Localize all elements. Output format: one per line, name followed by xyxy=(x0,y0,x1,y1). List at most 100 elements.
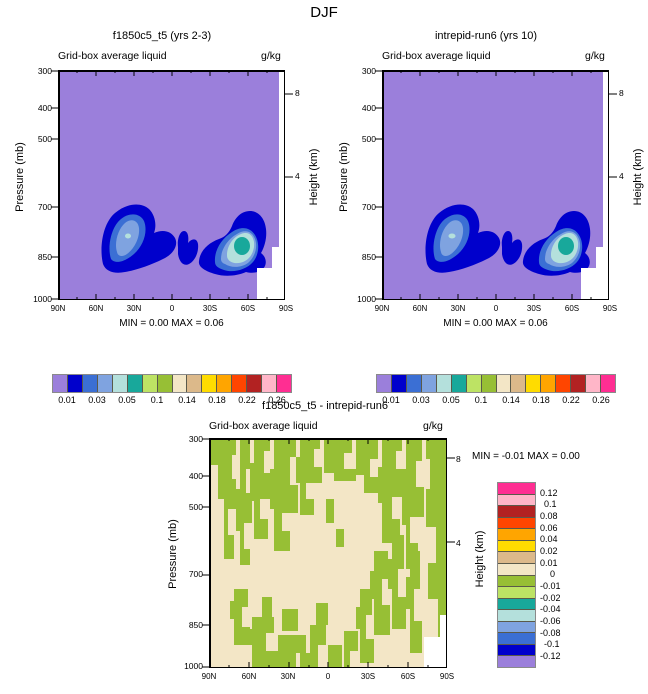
panel-left-minmax: MIN = 0.00 MAX = 0.06 xyxy=(119,318,224,329)
panel-diff-htick-8: 8 xyxy=(456,454,461,464)
panel-right-htick-4: 4 xyxy=(619,171,624,181)
vcblabel-3: 0.06 xyxy=(540,523,558,533)
panel-right-plot-area xyxy=(382,70,609,300)
panel-right-ylabel-right: Height (km) xyxy=(632,148,644,206)
panel-left-bottom-ticks xyxy=(76,294,268,300)
panel-right-xtick-90S: 90S xyxy=(602,304,618,313)
colorbar-cell-14 xyxy=(586,375,602,392)
panel-diff-ytick-700: 700 xyxy=(188,569,203,579)
panel-diff-xtick-90N: 90N xyxy=(201,672,217,681)
colorbar-cell-0 xyxy=(53,375,68,392)
panel-right-xtick-60N: 60N xyxy=(412,304,428,313)
vcblabel-1: 0.1 xyxy=(544,499,557,509)
panel-right-field-label: Grid-box average liquid xyxy=(382,50,491,62)
vcblabel-5: 0.02 xyxy=(540,546,558,556)
panel-left-colorbar xyxy=(52,374,292,393)
figure-title: DJF xyxy=(310,4,338,21)
panel-right-bottom-ticks xyxy=(400,294,592,300)
panel-diff-ytick-850: 850 xyxy=(188,620,203,630)
vcblabel-4: 0.04 xyxy=(540,534,558,544)
colorbar-cell-7 xyxy=(157,375,173,392)
colorbar-cell-2 xyxy=(82,375,98,392)
panel-diff-ytick-400: 400 xyxy=(188,471,203,481)
vcblabel-2: 0.08 xyxy=(540,511,558,521)
panel-right-xtick-0: 0 xyxy=(493,304,499,313)
panel-right-colorbar-labels: 0.01 0.03 0.05 0.1 0.14 0.18 0.22 0.26 xyxy=(376,395,616,409)
colorbar-cell-1 xyxy=(67,375,83,392)
panel-right-ytick-1000: 1000 xyxy=(357,294,376,304)
panel-right: intrepid-run6 (yrs 10) Grid-box average … xyxy=(324,26,648,405)
panel-left-ytick-1000: 1000 xyxy=(33,294,52,304)
cblabel-2: 0.05 xyxy=(442,395,460,405)
vcolorbar-cell-3 xyxy=(498,517,535,530)
vcblabel-10: -0.04 xyxy=(540,604,561,614)
panel-diff-xtick-30S: 30S xyxy=(360,672,376,681)
cblabel-4: 0.14 xyxy=(502,395,520,405)
panel-diff-xtick-90S: 90S xyxy=(439,672,455,681)
vcblabel-6: 0.01 xyxy=(540,558,558,568)
colorbar-cell-15 xyxy=(277,375,291,392)
panel-diff-minmax: MIN = -0.01 MAX = 0.00 xyxy=(472,451,580,462)
panel-diff-htick-4: 4 xyxy=(456,538,461,548)
panel-right-title: intrepid-run6 (yrs 10) xyxy=(434,30,538,42)
panel-right-ytick-300: 300 xyxy=(361,66,376,76)
panel-right-ylabel: Pressure (mb) xyxy=(338,142,350,212)
panel-left-ytick-300: 300 xyxy=(37,66,52,76)
colorbar-cell-6 xyxy=(142,375,158,392)
panel-right-ytick-700: 700 xyxy=(361,202,376,212)
colorbar-cell-5 xyxy=(451,375,467,392)
colorbar-cell-5 xyxy=(127,375,143,392)
vcolorbar-cell-11 xyxy=(498,610,535,622)
panel-left-xtick-60N: 60N xyxy=(88,304,104,313)
cblabel-3: 0.1 xyxy=(150,395,164,405)
colorbar-cell-11 xyxy=(217,375,233,392)
panel-left-colorbar-labels: 0.01 0.03 0.05 0.1 0.14 0.18 0.22 0.26 xyxy=(52,395,292,409)
vcblabel-8: -0.01 xyxy=(540,581,561,591)
colorbar-cell-15 xyxy=(601,375,615,392)
colorbar-cell-13 xyxy=(571,375,587,392)
colorbar-cell-9 xyxy=(187,375,203,392)
panel-diff-title: f1850c5_t5 - intrepid-run6 xyxy=(262,400,388,412)
panel-left-title: f1850c5_t5 (yrs 2-3) xyxy=(112,30,212,42)
vcblabel-0: 0.12 xyxy=(540,488,558,498)
panel-right-top-ticks xyxy=(400,70,592,76)
vcolorbar-cell-5 xyxy=(498,540,535,553)
panel-left-contour-field xyxy=(59,71,284,299)
vcblabel-13: -0.1 xyxy=(544,639,560,649)
panel-diff-xtick-0: 0 xyxy=(325,672,331,681)
panel-left-ytick-700: 700 xyxy=(37,202,52,212)
panel-left: f1850c5_t5 (yrs 2-3) Grid-box average li… xyxy=(0,26,324,405)
vcolorbar-cell-12 xyxy=(498,621,535,634)
colorbar-cell-9 xyxy=(511,375,527,392)
cblabel-6: 0.22 xyxy=(238,395,256,405)
panel-left-xtick-30S: 30S xyxy=(202,304,218,313)
panel-left-height-ticks xyxy=(285,93,293,178)
panel-diff: f1850c5_t5 - intrepid-run6 Grid-box aver… xyxy=(160,398,648,694)
panel-diff-top-ticks xyxy=(228,438,429,444)
panel-left-xtick-90S: 90S xyxy=(278,304,294,313)
panel-right-height-ticks xyxy=(609,93,617,178)
vcblabel-12: -0.08 xyxy=(540,628,561,638)
vcolorbar-cell-1 xyxy=(498,494,535,507)
panel-diff-colorbar-labels: 0.12 0.1 0.08 0.06 0.04 0.02 0.01 0 -0.0… xyxy=(540,482,600,668)
panel-diff-field-label: Grid-box average liquid xyxy=(209,420,318,432)
vcolorbar-cell-14 xyxy=(498,644,535,657)
panel-diff-contour-field xyxy=(210,439,446,667)
colorbar-cell-3 xyxy=(97,375,113,392)
cblabel-0: 0.01 xyxy=(58,395,76,405)
vcolorbar-cell-13 xyxy=(498,633,535,645)
colorbar-cell-12 xyxy=(556,375,572,392)
cblabel-1: 0.03 xyxy=(88,395,106,405)
colorbar-cell-0 xyxy=(377,375,392,392)
colorbar-cell-4 xyxy=(436,375,452,392)
colorbar-cell-3 xyxy=(421,375,437,392)
panel-left-xtick-90N: 90N xyxy=(50,304,66,313)
colorbar-cell-8 xyxy=(172,375,188,392)
cblabel-7: 0.26 xyxy=(592,395,610,405)
panel-diff-ytick-300: 300 xyxy=(188,434,203,444)
panel-diff-xtick-30N: 30N xyxy=(280,672,296,681)
panel-left-ylabel-right: Height (km) xyxy=(308,148,320,206)
panel-left-top-ticks xyxy=(76,70,268,76)
panel-left-xtick-30N: 30N xyxy=(126,304,142,313)
vcolorbar-cell-7 xyxy=(498,563,535,576)
